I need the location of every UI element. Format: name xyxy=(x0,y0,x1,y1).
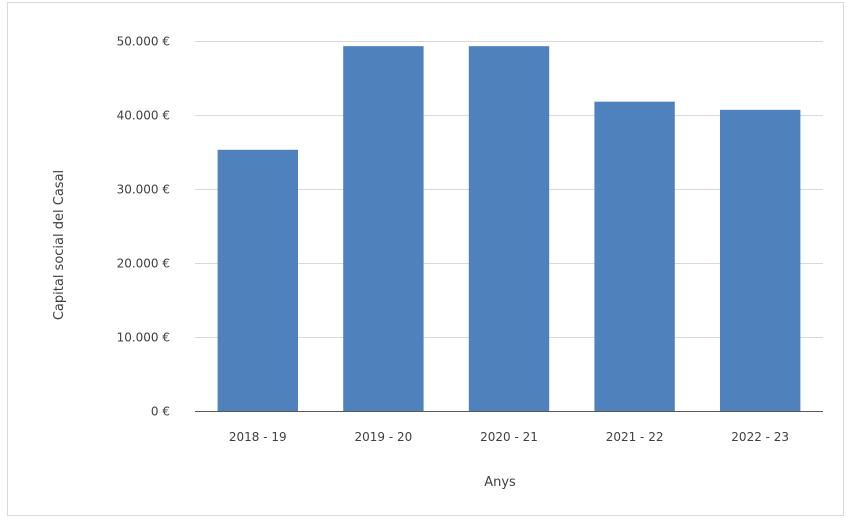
y-tick-label: 20.000 € xyxy=(117,257,170,271)
bar xyxy=(594,101,675,412)
x-tick-label: 2020 - 21 xyxy=(480,430,538,444)
bar xyxy=(343,46,424,412)
y-tick-label: 0 € xyxy=(151,405,170,419)
y-axis-title: Capital social del Casal xyxy=(52,170,67,320)
y-tick-label: 10.000 € xyxy=(117,331,170,345)
x-tick-label: 2021 - 22 xyxy=(606,430,664,444)
y-tick-labels: 0 € 10.000 € 20.000 € 30.000 € 40.000 € 50.00… xyxy=(117,35,170,419)
x-axis-title: Anys xyxy=(484,475,516,490)
y-tick-label: 30.000 € xyxy=(117,183,170,197)
bar xyxy=(217,149,298,411)
y-tick-label: 40.000 € xyxy=(117,109,170,123)
bar xyxy=(720,109,801,411)
x-tick-label: 2019 - 20 xyxy=(355,430,413,444)
x-tick-label: 2018 - 19 xyxy=(229,430,287,444)
x-tick-labels: 2018 - 19 2019 - 20 2020 - 21 2021 - 22 2022… xyxy=(229,430,789,444)
y-tick-label: 50.000 € xyxy=(117,35,170,49)
chart-border xyxy=(7,2,844,516)
x-tick-label: 2022 - 23 xyxy=(731,430,789,444)
bar xyxy=(468,46,550,412)
bars xyxy=(217,46,801,412)
